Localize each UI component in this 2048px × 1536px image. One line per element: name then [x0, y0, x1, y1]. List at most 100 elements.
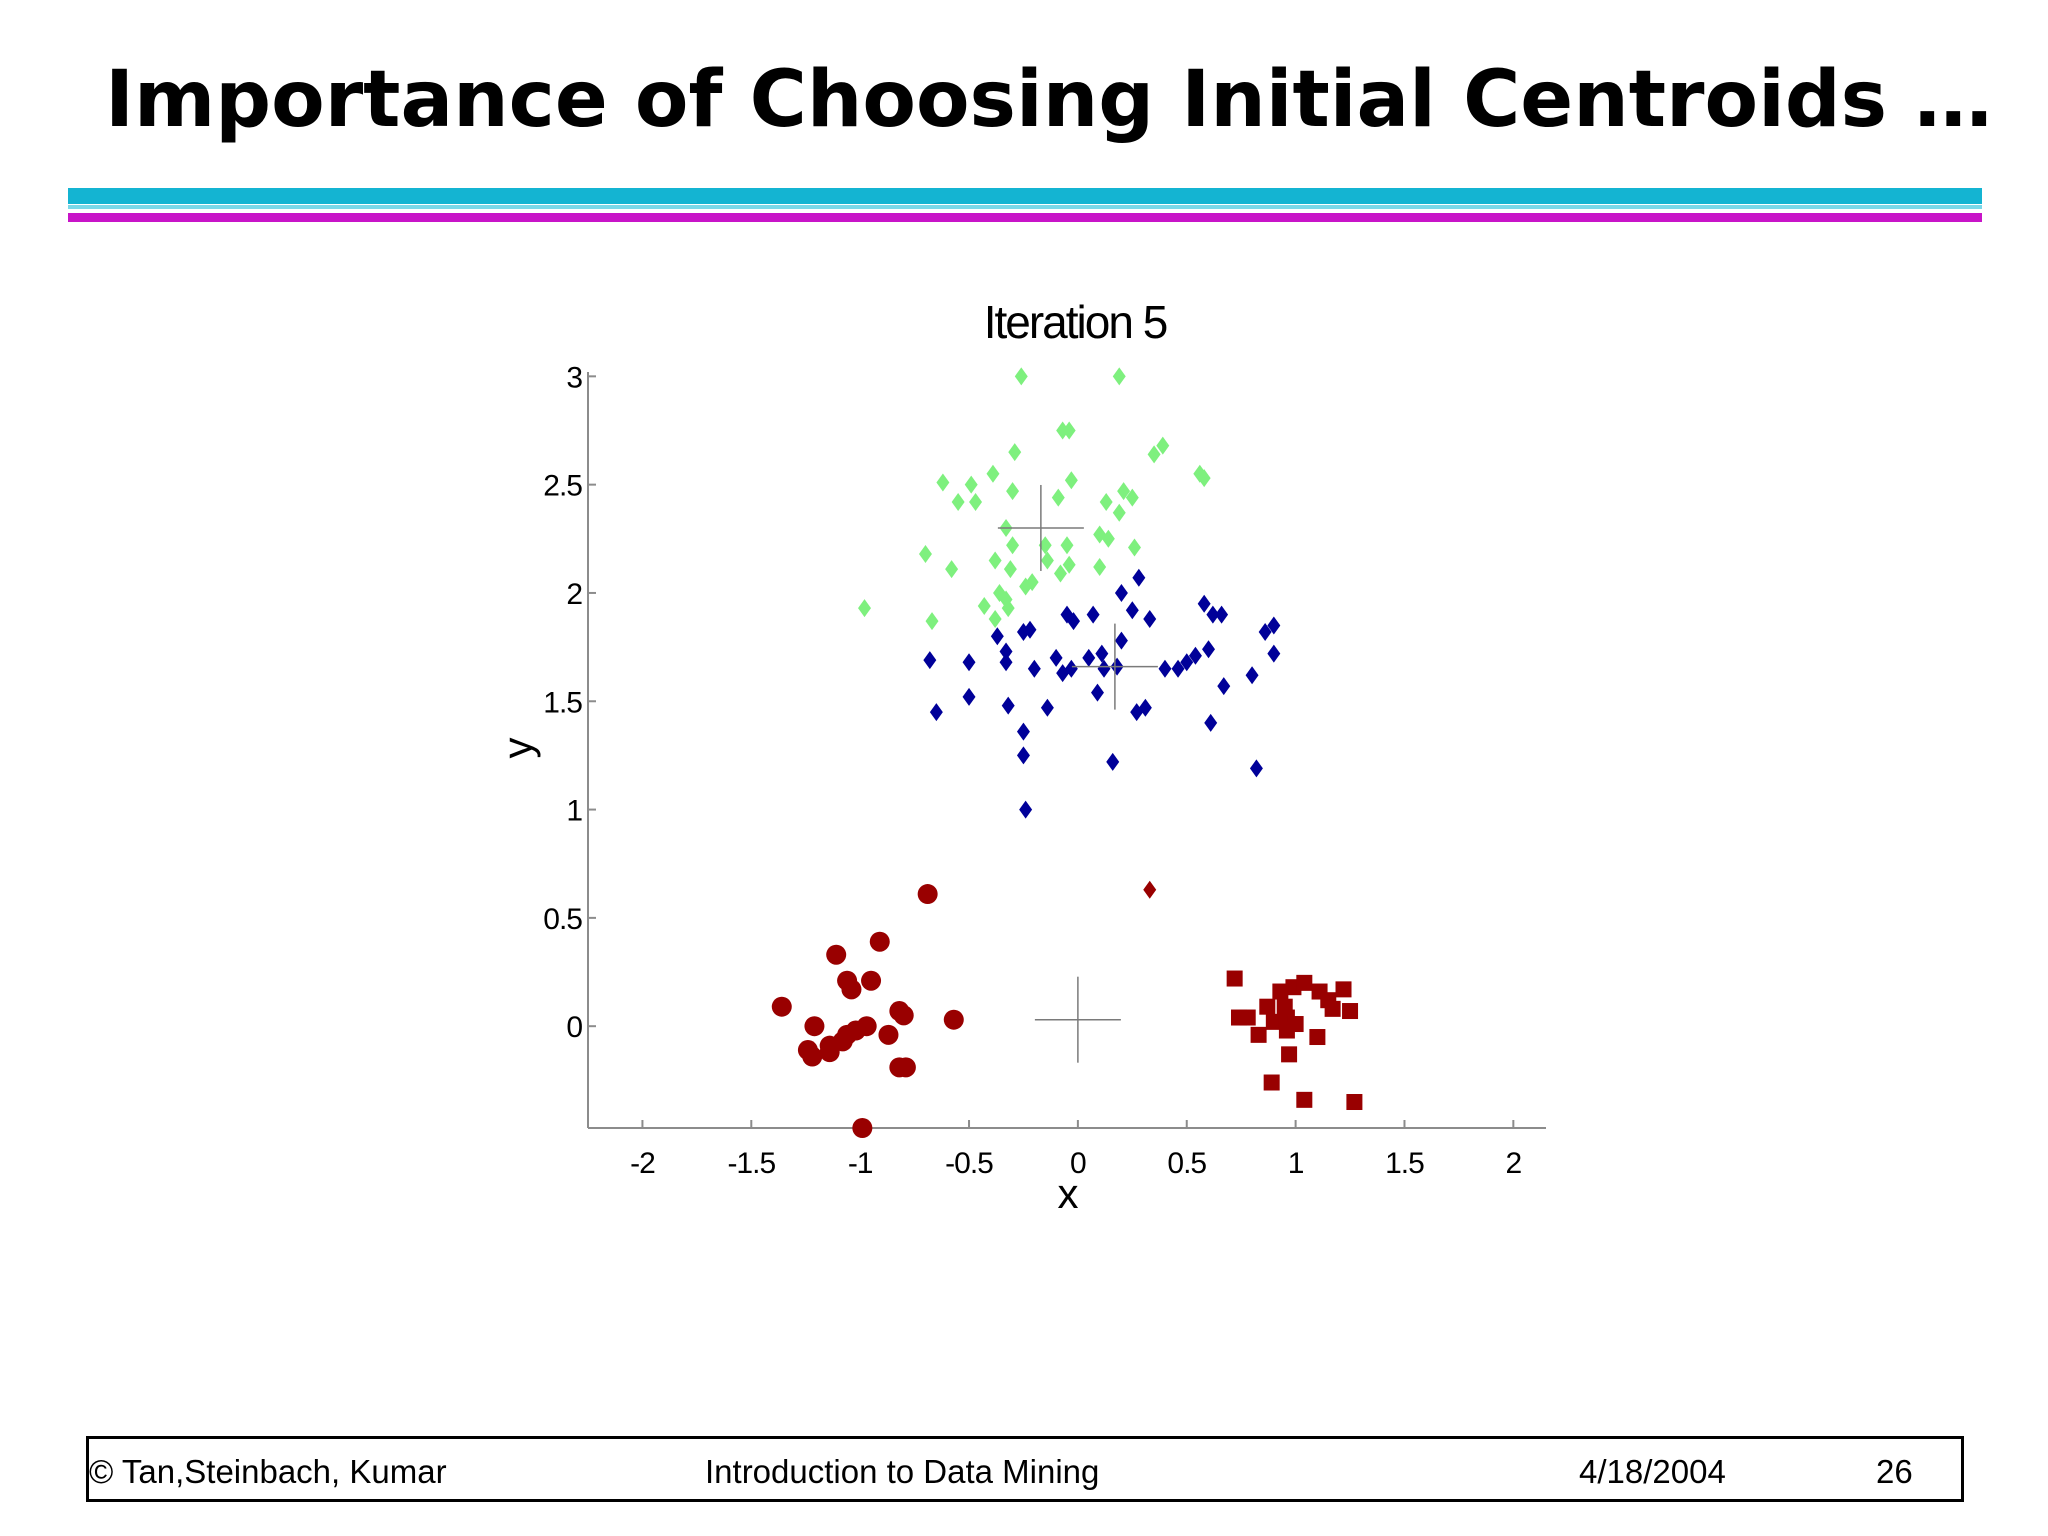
data-point-diamond	[1138, 698, 1152, 717]
data-point-diamond	[1147, 445, 1161, 464]
data-point-diamond	[1267, 616, 1281, 635]
data-point-diamond	[1016, 722, 1030, 741]
data-point-diamond	[1101, 529, 1115, 548]
footer-copyright: © Tan,Steinbach, Kumar	[89, 1453, 447, 1490]
data-points	[771, 367, 1363, 1138]
y-tick-label: 2.5	[543, 470, 582, 503]
data-point-diamond	[1053, 564, 1067, 583]
data-point-square	[1250, 1026, 1267, 1043]
data-point-circle	[893, 1005, 914, 1026]
data-point-diamond	[1171, 659, 1185, 678]
data-point-diamond	[1056, 421, 1070, 440]
data-point-diamond	[1064, 471, 1078, 490]
data-point-square	[1324, 1000, 1341, 1017]
data-point-square	[1346, 1094, 1363, 1111]
x-tick-label: 0.5	[1167, 1147, 1206, 1180]
y-tick-label: 1	[566, 795, 582, 828]
data-point-circle	[826, 944, 847, 965]
centroid-markers	[997, 484, 1158, 1063]
x-axis-label: x	[1058, 1170, 1079, 1217]
data-point-diamond	[1188, 646, 1202, 665]
data-point-diamond	[1114, 631, 1128, 650]
data-point-circle	[878, 1024, 899, 1045]
data-point-diamond	[1082, 648, 1096, 667]
data-point-diamond	[969, 492, 983, 511]
axis-ticks: -2 -1.5 -1 -0.5 0 0.5 1 1.5 2 0 0.5 1 1.5 2 2.5 3	[543, 361, 1522, 1180]
data-point-diamond	[1095, 644, 1109, 663]
data-point-diamond	[925, 612, 939, 631]
data-point-diamond	[1014, 367, 1028, 386]
data-point-diamond	[1049, 648, 1063, 667]
data-point-diamond	[1158, 659, 1172, 678]
data-point-diamond	[1267, 644, 1281, 663]
x-tick-label: -2	[630, 1147, 655, 1180]
data-point-diamond	[1093, 557, 1107, 576]
data-point-diamond	[1156, 436, 1170, 455]
data-point-diamond	[1180, 653, 1194, 672]
data-point-diamond	[1016, 622, 1030, 641]
y-tick-label: 2	[566, 578, 582, 611]
slide-footer: © Tan,Steinbach, Kumar Introduction to D…	[86, 1436, 1964, 1502]
data-point-circle	[771, 996, 792, 1017]
data-point-diamond	[923, 651, 937, 670]
data-point-square	[1281, 1046, 1298, 1063]
data-point-diamond	[1067, 612, 1081, 631]
footer-page-number: 26	[1876, 1453, 1913, 1490]
data-point-diamond	[1062, 421, 1076, 440]
data-point-diamond	[1112, 503, 1126, 522]
data-point-diamond	[1062, 555, 1076, 574]
data-point-circle	[841, 979, 862, 1000]
data-point-square	[1309, 1029, 1326, 1046]
data-point-diamond	[1001, 599, 1015, 618]
data-point-diamond	[999, 642, 1013, 661]
data-point-diamond	[918, 544, 932, 563]
x-tick-label: 1.5	[1385, 1147, 1424, 1180]
data-point-diamond	[962, 653, 976, 672]
data-point-diamond	[1215, 605, 1229, 624]
data-point-diamond	[1143, 609, 1157, 628]
data-point-diamond	[1086, 605, 1100, 624]
x-tick-label: -0.5	[945, 1147, 993, 1180]
data-point-diamond	[1060, 536, 1074, 555]
data-point-diamond	[1019, 800, 1033, 819]
data-point-diamond	[858, 599, 871, 618]
data-point-circle	[819, 1042, 840, 1063]
data-point-diamond	[1197, 594, 1211, 613]
data-point-square	[1263, 1074, 1280, 1091]
data-point-circle	[802, 1046, 823, 1067]
data-point-diamond	[962, 687, 976, 706]
data-point-diamond	[1099, 492, 1113, 511]
data-point-square	[1239, 1009, 1256, 1026]
data-point-diamond	[1143, 880, 1157, 899]
data-point-diamond	[936, 473, 950, 492]
data-point-diamond	[951, 492, 965, 511]
data-point-square	[1296, 1091, 1313, 1108]
data-point-diamond	[1027, 659, 1041, 678]
data-point-square	[1335, 981, 1352, 998]
data-point-diamond	[1025, 573, 1039, 592]
data-point-diamond	[1206, 605, 1220, 624]
data-point-square	[1296, 974, 1313, 991]
data-point-diamond	[1006, 536, 1020, 555]
y-tick-label: 0	[566, 1011, 582, 1044]
data-point-diamond	[1128, 538, 1141, 557]
data-point-square	[1278, 1022, 1295, 1039]
x-tick-label: 0	[1070, 1147, 1086, 1180]
data-point-diamond	[1117, 482, 1131, 501]
x-tick-label: 2	[1505, 1147, 1521, 1180]
data-point-diamond	[1217, 677, 1231, 696]
data-point-square	[1259, 998, 1276, 1015]
y-tick-label: 0.5	[543, 903, 582, 936]
data-point-diamond	[986, 464, 1000, 483]
y-axis-label: y	[494, 738, 541, 759]
data-point-diamond	[1051, 488, 1065, 507]
footer-course: Introduction to Data Mining	[705, 1453, 1100, 1490]
title-underline-light-cyan	[68, 205, 1982, 209]
title-underline-magenta	[68, 213, 1982, 222]
data-point-diamond	[945, 560, 959, 579]
data-point-diamond	[1125, 488, 1139, 507]
data-point-diamond	[1003, 560, 1017, 579]
data-point-diamond	[1001, 696, 1015, 715]
data-point-diamond	[1008, 443, 1022, 462]
data-point-diamond	[1106, 752, 1120, 771]
